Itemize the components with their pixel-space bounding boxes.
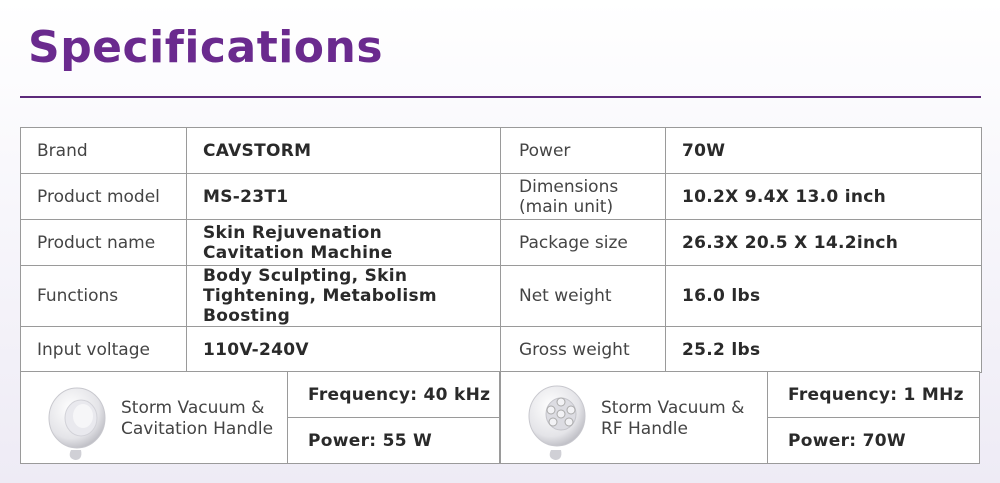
handle-power: Power: 55 W	[287, 418, 500, 464]
spec-label: Power	[500, 127, 666, 174]
spec-value: 70W	[665, 127, 982, 174]
rf-handle-icon	[528, 385, 586, 460]
table-row: Input voltage 110V-240V Gross weight 25.…	[20, 326, 982, 373]
page-title: Specifications	[28, 22, 384, 73]
spec-label: Product model	[20, 173, 187, 220]
spec-label: Net weight	[500, 265, 666, 327]
spec-label: Input voltage	[20, 326, 187, 373]
handle-name: Storm Vacuum & RF Handle	[601, 398, 745, 439]
cavitation-handle-icon	[48, 387, 106, 460]
spec-label: Brand	[20, 127, 187, 174]
handle-power: Power: 70W	[767, 418, 980, 464]
spec-label: Package size	[500, 219, 666, 266]
handle-name: Storm Vacuum & Cavitation Handle	[121, 398, 274, 439]
spec-value: 10.2X 9.4X 13.0 inch	[665, 173, 982, 220]
spec-label: Product name	[20, 219, 187, 266]
title-divider	[20, 96, 981, 98]
table-row: Product model MS-23T1 Dimensions (main u…	[20, 173, 982, 220]
spec-label: Dimensions (main unit)	[500, 173, 666, 220]
spec-value: 25.2 lbs	[665, 326, 982, 373]
spec-label: Functions	[20, 265, 187, 327]
spec-value: 26.3X 20.5 X 14.2inch	[665, 219, 982, 266]
spec-label: Gross weight	[500, 326, 666, 373]
table-row: Product name Skin Rejuvenation Cavitatio…	[20, 219, 982, 266]
table-row: Brand CAVSTORM Power 70W	[20, 127, 982, 174]
handle-frequency: Frequency: 1 MHz	[767, 372, 980, 418]
spec-value: 16.0 lbs	[665, 265, 982, 327]
handle-card-cavitation: Storm Vacuum & Cavitation Handle Frequen…	[20, 371, 500, 464]
spec-value: 110V-240V	[186, 326, 501, 373]
spec-value: Skin Rejuvenation Cavitation Machine	[186, 219, 501, 266]
spec-value: MS-23T1	[186, 173, 501, 220]
spec-value: Body Sculpting, Skin Tightening, Metabol…	[186, 265, 501, 327]
specifications-table: Brand CAVSTORM Power 70W Product model M…	[20, 127, 982, 373]
handle-frequency: Frequency: 40 kHz	[287, 372, 500, 418]
table-row: Functions Body Sculpting, Skin Tightenin…	[20, 265, 982, 327]
spec-value: CAVSTORM	[186, 127, 501, 174]
handle-card-rf: Storm Vacuum & RF Handle Frequency: 1 MH…	[500, 371, 980, 464]
